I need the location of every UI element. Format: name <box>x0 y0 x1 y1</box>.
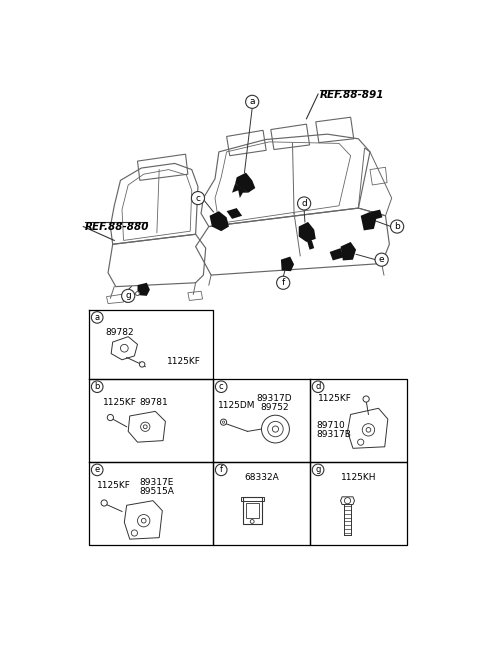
Text: d: d <box>315 382 321 391</box>
Circle shape <box>358 439 364 445</box>
Circle shape <box>363 396 369 402</box>
Text: a: a <box>250 97 255 106</box>
Circle shape <box>91 381 103 392</box>
Circle shape <box>272 426 278 432</box>
Circle shape <box>107 415 113 420</box>
Polygon shape <box>227 208 242 219</box>
Text: 1125KF: 1125KF <box>167 358 201 367</box>
Circle shape <box>345 498 350 504</box>
Text: d: d <box>301 199 307 208</box>
Circle shape <box>375 253 388 266</box>
Circle shape <box>222 421 225 423</box>
Circle shape <box>142 518 146 523</box>
Circle shape <box>391 220 404 233</box>
Circle shape <box>120 344 128 352</box>
Polygon shape <box>370 210 383 220</box>
Circle shape <box>124 297 129 302</box>
Text: 1125DM: 1125DM <box>218 401 255 409</box>
Circle shape <box>192 192 204 205</box>
Text: 1125KH: 1125KH <box>341 473 376 482</box>
Circle shape <box>312 381 324 392</box>
Circle shape <box>366 428 371 432</box>
Circle shape <box>268 421 283 437</box>
Text: 89781: 89781 <box>140 398 168 407</box>
Text: REF.88-891: REF.88-891 <box>320 91 384 100</box>
Circle shape <box>91 464 103 476</box>
Text: c: c <box>195 194 201 203</box>
Text: f: f <box>282 278 285 287</box>
Text: a: a <box>95 313 100 322</box>
Circle shape <box>101 500 107 506</box>
Circle shape <box>91 312 103 323</box>
Circle shape <box>250 520 254 523</box>
Text: 89752: 89752 <box>260 403 288 412</box>
Polygon shape <box>330 248 344 260</box>
Circle shape <box>312 464 324 476</box>
Circle shape <box>298 197 311 210</box>
Text: 89515A: 89515A <box>140 487 175 496</box>
Circle shape <box>137 514 150 527</box>
Text: 1125KF: 1125KF <box>318 394 352 403</box>
Text: g: g <box>125 291 131 300</box>
Text: 1125KF: 1125KF <box>103 398 137 407</box>
Circle shape <box>121 289 135 302</box>
Text: 89710: 89710 <box>316 421 345 430</box>
Polygon shape <box>340 242 356 260</box>
Polygon shape <box>137 283 150 296</box>
Circle shape <box>144 425 147 428</box>
Text: b: b <box>95 382 100 391</box>
Circle shape <box>276 276 290 289</box>
Text: b: b <box>394 222 400 231</box>
Text: 1125KF: 1125KF <box>97 481 131 489</box>
Circle shape <box>141 422 150 432</box>
Text: 68332A: 68332A <box>244 473 279 482</box>
Polygon shape <box>306 239 314 250</box>
Circle shape <box>132 530 137 536</box>
Text: 89782: 89782 <box>105 328 133 337</box>
Text: 89317D: 89317D <box>256 394 292 403</box>
Polygon shape <box>232 184 248 198</box>
Circle shape <box>262 415 289 443</box>
Polygon shape <box>210 211 229 231</box>
Polygon shape <box>235 173 255 193</box>
Text: f: f <box>220 465 223 474</box>
Circle shape <box>139 361 145 367</box>
Polygon shape <box>360 212 376 230</box>
Circle shape <box>220 419 227 425</box>
Circle shape <box>216 464 227 476</box>
Text: c: c <box>219 382 224 391</box>
Circle shape <box>135 292 139 295</box>
Circle shape <box>216 381 227 392</box>
Text: e: e <box>379 255 384 264</box>
Text: REF.88-880: REF.88-880 <box>85 222 149 232</box>
Circle shape <box>362 424 375 436</box>
Text: 89317B: 89317B <box>316 430 351 439</box>
Text: e: e <box>95 465 100 474</box>
Polygon shape <box>299 222 316 242</box>
Text: 89317E: 89317E <box>140 478 174 487</box>
Text: g: g <box>315 465 321 474</box>
Circle shape <box>246 95 259 108</box>
Polygon shape <box>281 256 294 271</box>
